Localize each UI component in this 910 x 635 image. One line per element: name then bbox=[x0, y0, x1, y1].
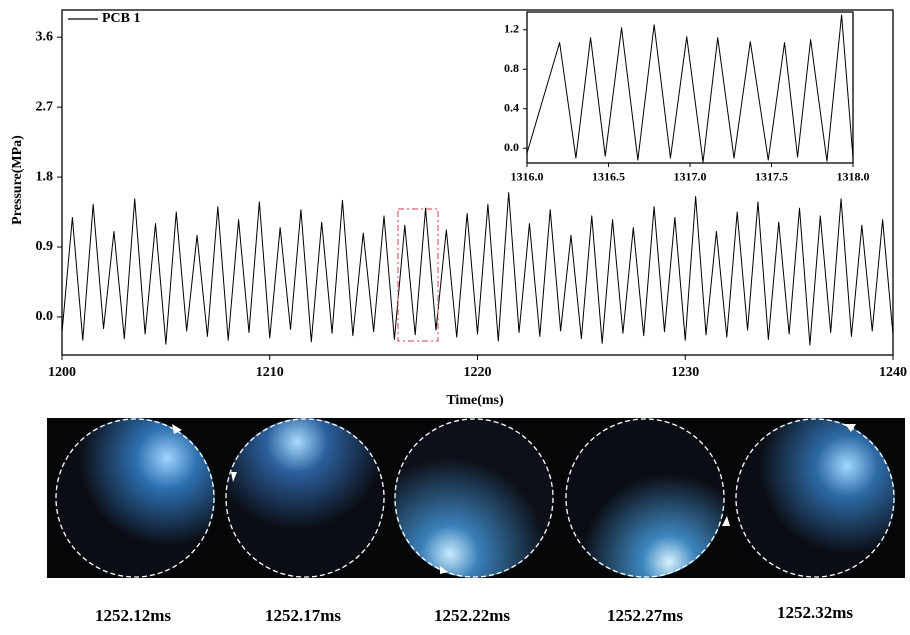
zoom-region bbox=[397, 208, 439, 342]
caption: 1252.12ms bbox=[95, 606, 171, 625]
y-tick-label: 2.7 bbox=[36, 99, 54, 114]
x-tick-label: 1317.0 bbox=[674, 170, 707, 184]
chart: 1316.0 1316.5 1317.0 1317.5 1318.0 0.0 0.4 0.8 1… bbox=[504, 11, 870, 184]
arrow bbox=[172, 424, 182, 434]
x-tick-label: 1317.5 bbox=[755, 170, 788, 184]
x-tick-label: 1210 bbox=[256, 365, 284, 380]
outline-circle bbox=[565, 418, 725, 578]
captions: 1252.12ms 1252.17ms 1252.22ms 1252.27ms … bbox=[95, 603, 853, 625]
arrow bbox=[231, 472, 237, 482]
outline-circle bbox=[225, 418, 385, 578]
photo-frame bbox=[394, 418, 554, 578]
y-tick-label: 0.0 bbox=[36, 309, 54, 324]
photo-frame bbox=[735, 418, 895, 578]
caption: 1252.27ms bbox=[607, 606, 683, 625]
arrow bbox=[845, 424, 856, 432]
x-tick-label: 1220 bbox=[464, 365, 492, 380]
y-tick-label: 0.8 bbox=[504, 61, 519, 75]
photo-frame bbox=[55, 418, 215, 578]
x-tick-label: 1318.0 bbox=[837, 170, 870, 184]
arrow bbox=[722, 516, 730, 526]
x-tick-label: 1240 bbox=[879, 365, 907, 380]
y-tick-label: 0.4 bbox=[504, 100, 519, 114]
x-tick-label: 1200 bbox=[48, 365, 76, 380]
outline-circle bbox=[55, 418, 215, 578]
image-strip bbox=[47, 418, 905, 578]
caption: 1252.32ms bbox=[777, 603, 853, 622]
x-tick-label: 1316.5 bbox=[592, 170, 625, 184]
y-tick-label: 0.9 bbox=[36, 239, 54, 254]
y-tick-label: 1.8 bbox=[36, 169, 54, 184]
x-tick-label: 1316.0 bbox=[511, 170, 544, 184]
x-tick-label: 1230 bbox=[671, 365, 699, 380]
x-axis-title: Time(ms) bbox=[446, 393, 504, 408]
outline-circle bbox=[735, 418, 895, 578]
legend-label: PCB 1 bbox=[102, 11, 141, 26]
arrow bbox=[440, 566, 448, 574]
y-tick-label: 1.2 bbox=[504, 22, 519, 36]
caption: 1252.22ms bbox=[434, 606, 510, 625]
outline-circle bbox=[394, 418, 554, 578]
y-tick-label: 0.0 bbox=[504, 140, 519, 154]
photo-frame bbox=[565, 418, 725, 578]
inset-background bbox=[527, 12, 853, 163]
caption: 1252.17ms bbox=[265, 606, 341, 625]
data-line bbox=[526, 14, 854, 163]
data-line bbox=[61, 192, 894, 346]
photo-frame bbox=[225, 418, 385, 578]
y-axis-title: Pressure(MPa) bbox=[10, 135, 25, 225]
chart: PCB 1 1200 1210 1220 1230 1240 0.0 0.9 1.8 2.7 3.6 bbox=[36, 9, 907, 380]
y-tick-label: 3.6 bbox=[36, 29, 54, 44]
